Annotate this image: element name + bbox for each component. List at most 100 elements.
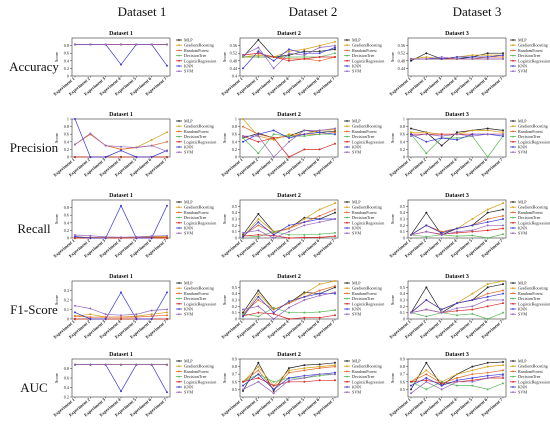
y-tick-label: 0.9 bbox=[232, 357, 237, 362]
data-point bbox=[502, 228, 504, 230]
data-point bbox=[303, 58, 305, 60]
data-point bbox=[502, 364, 504, 366]
data-point bbox=[425, 315, 427, 317]
data-point bbox=[288, 228, 290, 230]
legend-label: SVM bbox=[518, 69, 527, 74]
data-point bbox=[151, 315, 153, 317]
data-point bbox=[74, 43, 76, 45]
data-point bbox=[319, 50, 321, 52]
data-point bbox=[303, 312, 305, 314]
data-point bbox=[288, 302, 290, 304]
data-point bbox=[410, 135, 412, 137]
data-point bbox=[273, 381, 275, 383]
data-point bbox=[303, 50, 305, 52]
data-point bbox=[334, 48, 336, 50]
subplot-title: Dataset 1 bbox=[109, 31, 133, 37]
y-axis-label: Score bbox=[54, 373, 59, 383]
data-point bbox=[441, 133, 443, 135]
data-point bbox=[425, 286, 427, 288]
data-point bbox=[166, 141, 168, 143]
legend-marker bbox=[346, 70, 348, 72]
y-tick-label: 0.2 bbox=[400, 304, 405, 309]
data-point bbox=[288, 58, 290, 60]
data-point bbox=[257, 47, 259, 49]
data-point bbox=[456, 385, 458, 387]
legend-marker bbox=[512, 44, 514, 46]
y-tick-label: 0 bbox=[403, 317, 405, 322]
data-point bbox=[257, 362, 259, 364]
y-axis-label: Score bbox=[390, 214, 395, 224]
data-point bbox=[273, 312, 275, 314]
y-tick-label: 0.7 bbox=[232, 372, 237, 377]
y-tick-label: 0.8 bbox=[232, 364, 237, 369]
data-point bbox=[502, 302, 504, 304]
data-point bbox=[487, 377, 489, 379]
data-point bbox=[166, 150, 168, 152]
y-tick-label: 0.3 bbox=[64, 288, 69, 293]
data-point bbox=[257, 133, 259, 135]
subplot-title: Dataset 2 bbox=[277, 193, 301, 199]
data-point bbox=[502, 375, 504, 377]
legend-marker bbox=[346, 60, 348, 62]
legend-marker bbox=[346, 201, 348, 203]
data-point bbox=[257, 315, 259, 317]
data-point bbox=[471, 381, 473, 383]
data-point bbox=[334, 218, 336, 220]
data-point bbox=[487, 299, 489, 301]
legend-label: SVM bbox=[352, 231, 361, 236]
y-tick-label: 0.3 bbox=[400, 298, 405, 303]
legend-marker bbox=[512, 222, 514, 224]
data-point bbox=[105, 156, 107, 158]
data-point bbox=[456, 131, 458, 133]
data-point bbox=[120, 146, 122, 148]
data-point bbox=[166, 156, 168, 158]
data-point bbox=[166, 391, 168, 393]
legend-marker bbox=[178, 146, 180, 148]
data-point bbox=[288, 369, 290, 371]
subplot: Dataset 200.10.20.30.40.5ScoreExperiment… bbox=[220, 274, 385, 340]
data-point bbox=[135, 156, 137, 158]
data-point bbox=[273, 67, 275, 69]
legend-marker bbox=[346, 222, 348, 224]
data-point bbox=[471, 129, 473, 131]
data-point bbox=[74, 364, 76, 366]
data-point bbox=[471, 309, 473, 311]
data-point bbox=[471, 56, 473, 58]
data-point bbox=[471, 293, 473, 295]
data-point bbox=[288, 52, 290, 54]
data-point bbox=[471, 369, 473, 371]
data-point bbox=[471, 385, 473, 387]
data-point bbox=[487, 229, 489, 231]
data-point bbox=[425, 309, 427, 311]
data-point bbox=[487, 305, 489, 307]
data-point bbox=[303, 54, 305, 56]
data-point bbox=[425, 377, 427, 379]
data-point bbox=[456, 139, 458, 141]
y-tick-label: 0.6 bbox=[400, 379, 405, 384]
y-tick-label: 0 bbox=[235, 236, 237, 241]
legend-marker bbox=[346, 227, 348, 229]
data-point bbox=[242, 118, 244, 120]
data-point bbox=[166, 309, 168, 311]
data-point bbox=[303, 135, 305, 137]
legend-label: SVM bbox=[184, 231, 193, 236]
y-tick-label: 0.48 bbox=[398, 58, 405, 63]
legend-label: SVM bbox=[352, 150, 361, 155]
data-point bbox=[319, 236, 321, 238]
data-point bbox=[166, 237, 168, 239]
y-tick-label: 0.9 bbox=[400, 357, 405, 362]
legend-marker bbox=[512, 131, 514, 133]
y-tick-label: 0.2 bbox=[400, 147, 405, 152]
y-tick-label: 1 bbox=[67, 117, 69, 122]
y-tick-label: 0 bbox=[67, 74, 69, 79]
legend-marker bbox=[346, 386, 348, 388]
data-point bbox=[502, 224, 504, 226]
data-point bbox=[487, 375, 489, 377]
y-tick-label: 0.44 bbox=[398, 66, 406, 71]
data-point bbox=[288, 137, 290, 139]
data-point bbox=[74, 311, 76, 313]
data-point bbox=[257, 369, 259, 371]
data-point bbox=[288, 379, 290, 381]
data-point bbox=[151, 313, 153, 315]
